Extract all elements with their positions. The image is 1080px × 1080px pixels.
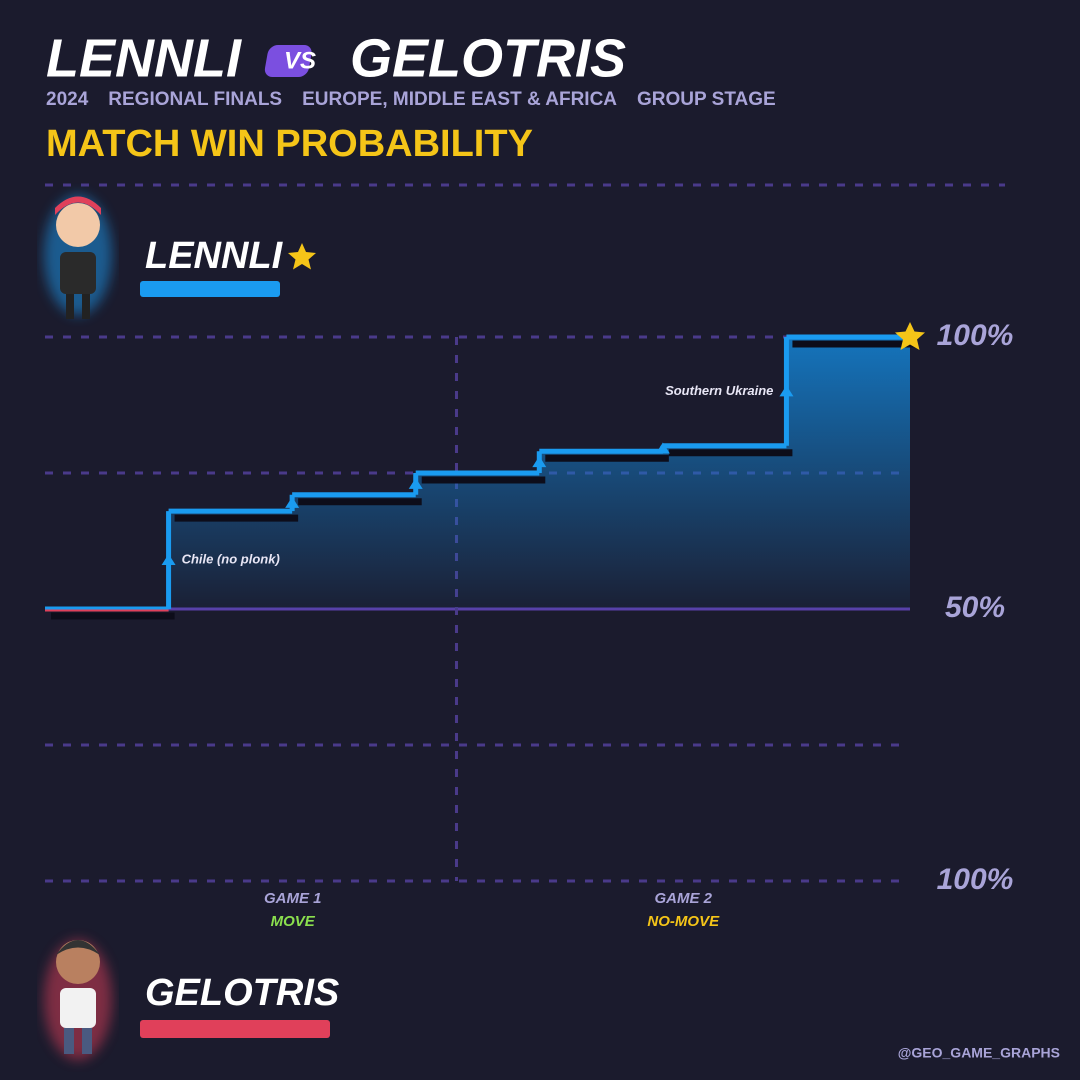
y-tick-label: 100% <box>937 863 1014 896</box>
subtitle-part: 2024 <box>46 89 89 110</box>
annotation: Southern Ukraine <box>665 383 773 398</box>
winner-star <box>288 243 316 270</box>
subtitle-part: REGIONAL FINALS <box>108 89 282 110</box>
game-mode: MOVE <box>271 913 316 930</box>
game-mode: NO-MOVE <box>647 913 720 930</box>
avatar-top <box>44 195 112 319</box>
subtitle: 2024 REGIONAL FINALS EUROPE, MIDDLE EAST &… <box>46 89 776 110</box>
up-arrow <box>532 456 547 468</box>
y-tick-label: 100% <box>937 319 1014 352</box>
up-arrow <box>779 385 794 397</box>
opponent-bar <box>140 1020 330 1038</box>
subtitle-part: EUROPE, MIDDLE EAST & AFRICA <box>302 89 617 110</box>
opponent-name: GELOTRIS <box>145 972 339 1014</box>
plot: 100% 50% 100% GAME 1 MOVE GAME 2 NO-MOVE Chile … <box>45 319 1013 930</box>
avatar-bottom <box>44 940 112 1060</box>
credit: @GEO_GAME_GRAPHS <box>898 1045 1060 1061</box>
up-arrow <box>161 554 176 566</box>
title-right: GELOTRIS <box>350 28 626 88</box>
title-left: LENNLI <box>46 28 242 88</box>
up-arrow <box>655 442 670 454</box>
heading: MATCH WIN PROBABILITY <box>46 123 533 165</box>
end-star <box>895 322 925 350</box>
annotation: Chile (no plonk) <box>182 551 280 566</box>
up-arrow <box>408 477 423 489</box>
game-label: GAME 2 <box>654 890 712 907</box>
up-arrow <box>285 496 300 508</box>
title-vs: VS <box>284 47 316 74</box>
subtitle-part: GROUP STAGE <box>637 89 776 110</box>
y-tick-label: 50% <box>945 591 1005 624</box>
player-bar <box>140 281 280 297</box>
vs-badge <box>264 45 312 77</box>
player-name: LENNLI <box>145 235 284 277</box>
game-label: GAME 1 <box>264 890 322 907</box>
